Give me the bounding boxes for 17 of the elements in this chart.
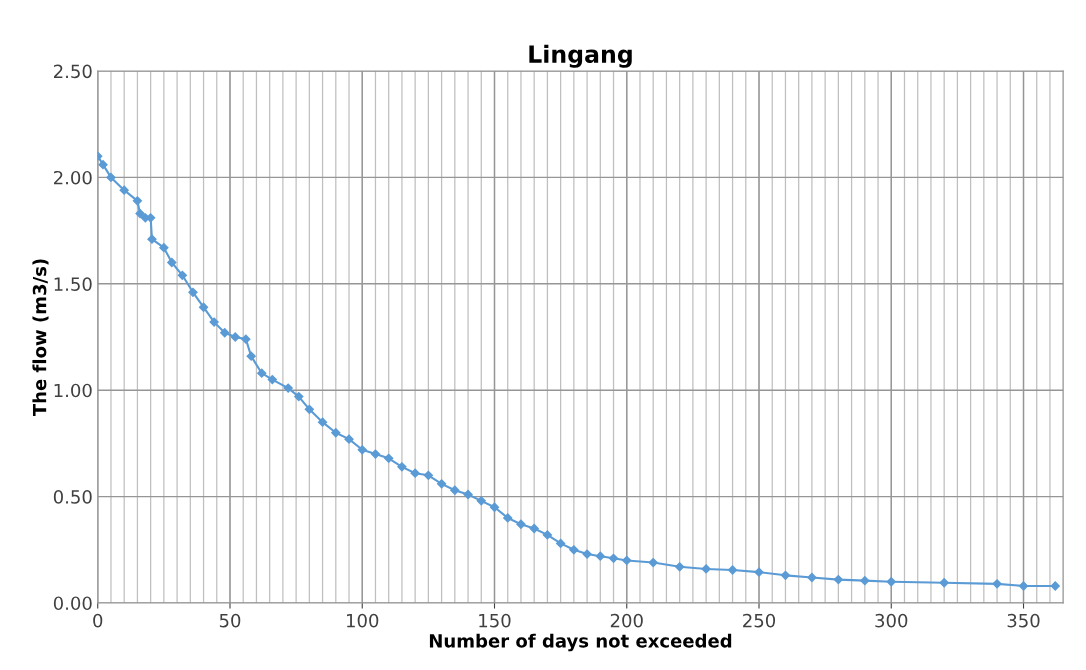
x-axis-title: Number of days not exceeded — [429, 633, 732, 652]
chart-title: Lingang — [529, 44, 632, 68]
y-axis-title: The flow (m3/s) — [32, 259, 49, 417]
y-tick-label: 1.00 — [54, 383, 92, 398]
x-tick-label: 100 — [347, 613, 379, 628]
x-tick-label: 0 — [93, 613, 103, 628]
x-tick-label: 150 — [479, 613, 511, 628]
y-tick-label: 2.00 — [54, 170, 92, 185]
x-tick-label: 50 — [219, 613, 241, 628]
y-tick-label: 0.50 — [53, 490, 92, 504]
y-tick-label: 1.50 — [54, 277, 92, 291]
x-tick-label: 300 — [875, 613, 908, 628]
x-tick-label: 350 — [1007, 613, 1040, 628]
y-tick-label: 2.50 — [54, 64, 92, 79]
x-tick-label: 250 — [743, 613, 776, 628]
x-tick-label: 200 — [610, 613, 643, 628]
y-tick-label: 0.00 — [53, 596, 92, 611]
